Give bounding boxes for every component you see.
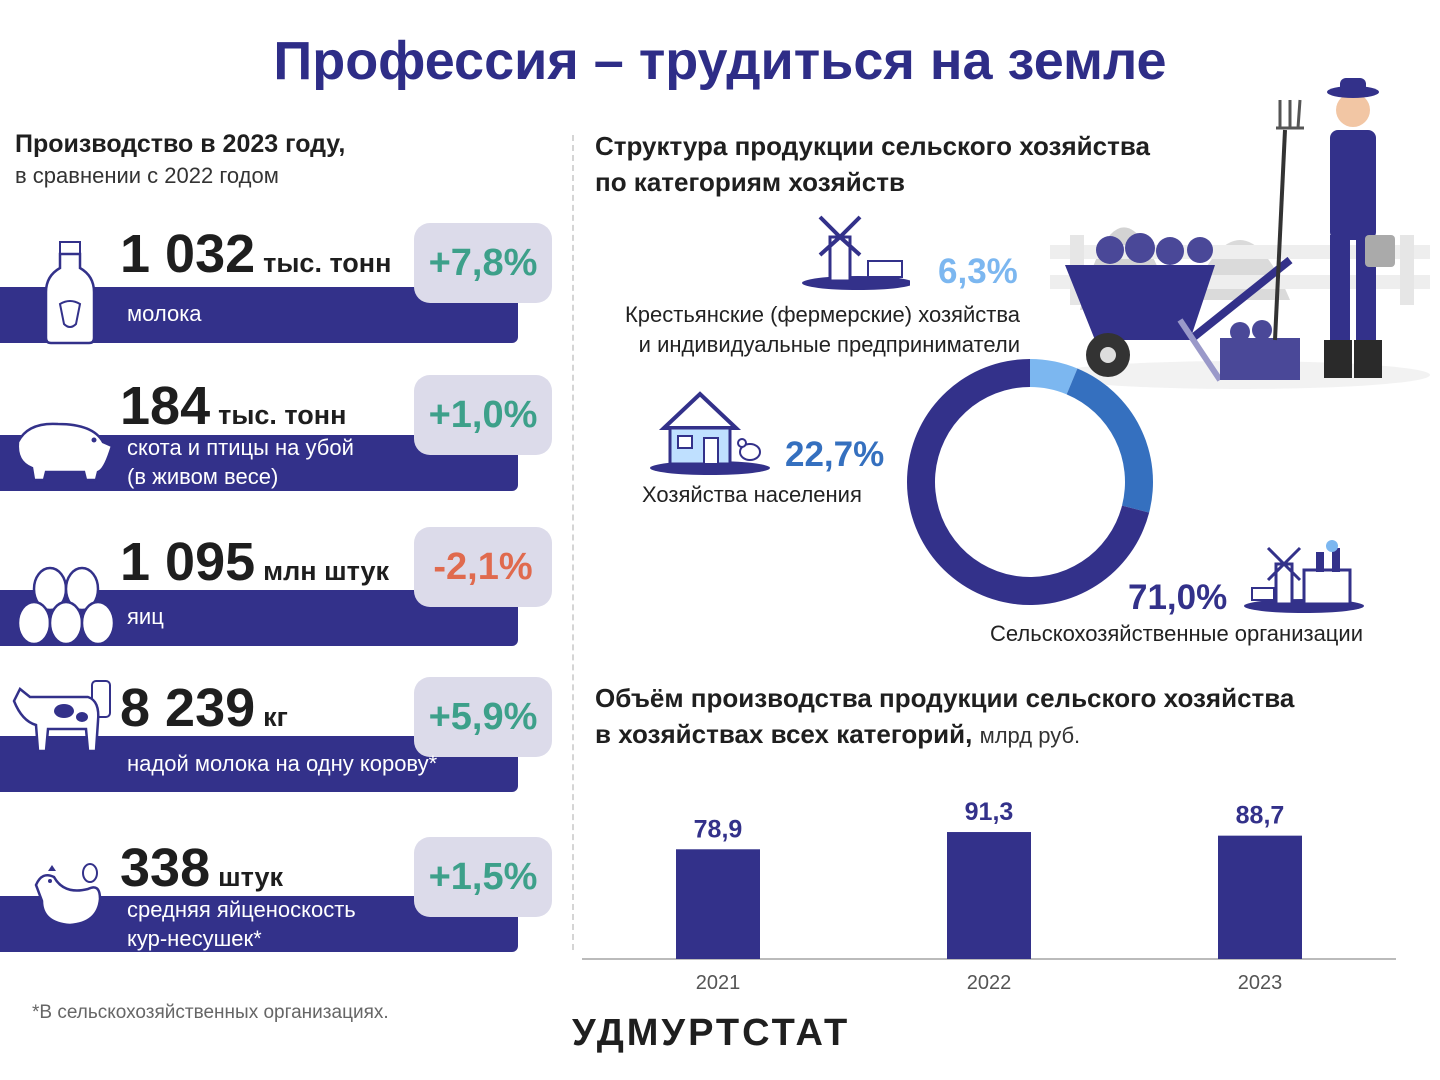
stat-unit: тыс. тонн xyxy=(263,248,392,278)
stat-label: молока xyxy=(127,301,202,326)
cow-icon xyxy=(8,677,120,760)
stat-unit: млн штук xyxy=(263,556,390,586)
section-divider xyxy=(572,135,574,950)
stat-card: +1,0% 184 тыс. тонн скота и птицы на убой (… xyxy=(0,375,560,505)
factory-farm-icon xyxy=(1244,540,1364,613)
households-label: Хозяйства населения xyxy=(642,482,862,507)
volume-bar-chart: 78,9 2021 91,3 2022 88,7 2023 xyxy=(582,798,1396,994)
stat-number: 1 095 xyxy=(120,532,256,592)
bar-2023 xyxy=(1218,835,1302,959)
stat-change-badge: -2,1% xyxy=(414,527,552,607)
farmers-percent: 6,3% xyxy=(938,252,1018,291)
stat-unit: кг xyxy=(263,702,288,732)
x-tick-label: 2023 xyxy=(1238,972,1283,994)
stat-card: +5,9% 8 239 кг надой молока на одну корову* xyxy=(0,677,560,807)
structure-heading-line2: по категориям хозяйств xyxy=(595,167,905,197)
pig-icon xyxy=(8,412,118,487)
volume-heading: Объём производства продукции сельского х… xyxy=(595,680,1294,754)
stat-number: 184 xyxy=(120,376,211,436)
production-header: Производство в 2023 году, в сравнении с … xyxy=(15,130,345,189)
x-tick-label: 2022 xyxy=(967,972,1012,994)
stat-unit: штук xyxy=(218,862,284,892)
volume-unit: млрд руб. xyxy=(979,723,1081,748)
bar-value-label: 78,9 xyxy=(694,815,743,843)
stat-label: скота и птицы на убой (в живом весе) xyxy=(127,435,354,489)
x-tick-label: 2021 xyxy=(696,972,741,994)
stat-change-badge: +5,9% xyxy=(414,677,552,757)
structure-heading-line1: Структура продукции сельского хозяйства xyxy=(595,131,1150,161)
milk-bottle-icon xyxy=(40,240,100,350)
farmers-label-line1: Крестьянские (фермерские) хозяйства xyxy=(624,302,1020,327)
stat-card: +1,5% 338 штук средняя яйценоскость кур-нес… xyxy=(0,837,560,967)
stat-card: -2,1% 1 095 млн штук яиц xyxy=(0,527,560,657)
eggs-icon xyxy=(14,565,118,652)
donut-slice xyxy=(1030,359,1078,395)
bar-value-label: 91,3 xyxy=(965,798,1014,826)
brand-logo: УДМУРТСТАТ xyxy=(572,1012,851,1054)
organizations-label: Сельскохозяйственные организации xyxy=(990,621,1363,646)
stat-label: яиц xyxy=(127,604,164,629)
households-percent: 22,7% xyxy=(785,435,885,474)
stat-unit: тыс. тонн xyxy=(218,400,347,430)
structure-donut-chart xyxy=(907,359,1153,605)
hen-icon xyxy=(28,861,108,936)
farmer-illustration xyxy=(1050,78,1430,389)
stat-value: 184 тыс. тонн xyxy=(120,375,346,437)
stat-value: 338 штук xyxy=(120,837,283,899)
stat-label: надой молока на одну корову* xyxy=(127,751,438,776)
stat-number: 8 239 xyxy=(120,678,256,738)
bar-value-label: 88,7 xyxy=(1236,802,1285,830)
page-title: Профессия – трудиться на земле xyxy=(273,31,1167,91)
house-icon xyxy=(650,391,770,475)
bar-2021 xyxy=(676,849,760,959)
organizations-percent: 71,0% xyxy=(1128,578,1228,617)
stat-card: +7,8% 1 032 тыс. тонн молока xyxy=(0,223,560,353)
donut-slice xyxy=(1066,368,1153,513)
stat-value: 1 032 тыс. тонн xyxy=(120,223,391,285)
stat-label: средняя яйценоскость кур-несушек* xyxy=(127,897,356,951)
windmill-farm-icon xyxy=(802,215,910,290)
bar-2022 xyxy=(947,832,1031,959)
production-subheading: в сравнении с 2022 годом xyxy=(15,163,279,188)
volume-heading-line2: в хозяйствах всех категорий, xyxy=(595,719,973,749)
structure-heading: Структура продукции сельского хозяйства … xyxy=(595,128,1150,200)
farmers-label: Крестьянские (фермерские) хозяйства и ин… xyxy=(560,300,1020,360)
production-heading: Производство в 2023 году, xyxy=(15,130,346,158)
volume-heading-line1: Объём производства продукции сельского х… xyxy=(595,683,1295,713)
stat-change-badge: +1,0% xyxy=(414,375,552,455)
stat-value: 1 095 млн штук xyxy=(120,531,389,593)
stat-number: 338 xyxy=(120,838,211,898)
stat-number: 1 032 xyxy=(120,224,256,284)
stat-change-badge: +7,8% xyxy=(414,223,552,303)
stat-value: 8 239 кг xyxy=(120,677,288,739)
stat-change-badge: +1,5% xyxy=(414,837,552,917)
footnote: *В сельскохозяйственных организациях. xyxy=(32,1002,389,1023)
farmers-label-line2: и индивидуальные предприниматели xyxy=(638,332,1020,357)
